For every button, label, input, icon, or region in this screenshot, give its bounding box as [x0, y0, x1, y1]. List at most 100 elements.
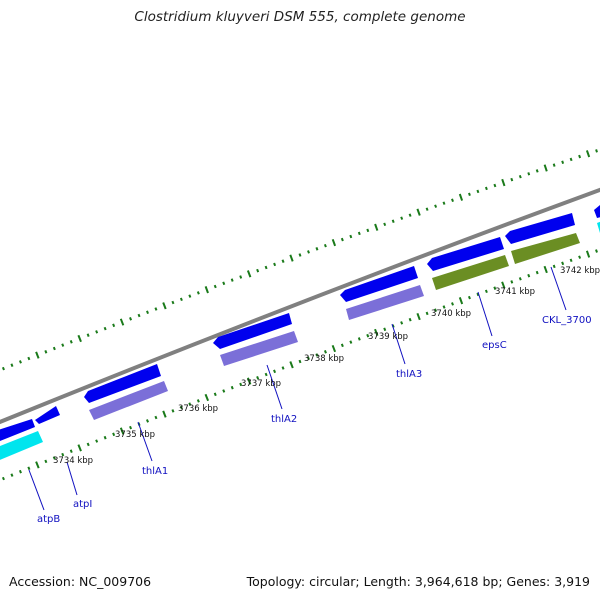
gc-tick — [44, 459, 48, 464]
gene-feature[interactable] — [84, 364, 161, 403]
gc-tick — [196, 291, 200, 295]
gene-label-atpI[interactable]: atpI — [73, 499, 92, 510]
kbp-label: 3734 kbp — [53, 456, 93, 466]
gc-tick — [129, 425, 133, 430]
gc-tick — [264, 265, 268, 270]
gc-tick — [349, 340, 353, 344]
gc-tick — [518, 277, 522, 281]
gene-label-CKL_3700[interactable]: CKL_3700 — [542, 315, 592, 326]
gc-tick — [298, 253, 302, 257]
gc-tick — [246, 270, 252, 278]
gc-tick — [171, 409, 175, 413]
gene-label-atpB[interactable]: atpB — [37, 514, 60, 525]
gene-label-thlA3[interactable]: thlA3 — [396, 369, 422, 380]
gc-tick — [239, 275, 243, 279]
gc-tick — [119, 427, 125, 435]
gc-tick — [331, 344, 337, 353]
gc-tick — [357, 231, 361, 236]
gc-tick — [273, 369, 277, 374]
gc-tick — [552, 264, 556, 269]
gc-tick — [95, 439, 99, 443]
gene-feature[interactable] — [213, 313, 292, 349]
gc-tick — [77, 334, 82, 343]
gc-tick — [458, 297, 464, 305]
gc-tick — [331, 238, 337, 247]
gene-feature[interactable] — [0, 419, 35, 443]
gc-tick — [510, 280, 514, 284]
gene-feature[interactable] — [427, 237, 504, 271]
gc-tick — [518, 174, 522, 179]
gc-tick — [154, 415, 158, 420]
kbp-label: 3738 kbp — [304, 354, 344, 364]
gc-tick — [289, 254, 294, 262]
gc-tick — [246, 377, 252, 385]
gc-tick — [306, 356, 310, 361]
gc-tick — [35, 461, 40, 469]
gc-tick — [442, 201, 446, 205]
gc-tick — [315, 353, 319, 357]
gc-tick — [35, 351, 40, 359]
gc-tick — [61, 343, 65, 347]
gc-tick — [366, 228, 370, 233]
label-leader-lines — [28, 266, 567, 511]
gc-tick — [188, 402, 192, 406]
gene-feature[interactable] — [0, 431, 43, 462]
gene-feature[interactable] — [340, 266, 418, 302]
gc-tick — [425, 207, 429, 211]
gc-tick — [222, 281, 226, 286]
gene-feature[interactable] — [432, 255, 509, 290]
gc-tick — [408, 317, 412, 322]
gene-feature[interactable] — [35, 406, 60, 424]
gene-label-thlA2[interactable]: thlA2 — [271, 414, 297, 425]
gene-feature[interactable] — [505, 213, 575, 244]
gc-tick — [416, 208, 421, 216]
gc-tick — [298, 359, 302, 364]
gc-tick — [543, 164, 548, 172]
gc-tick — [458, 193, 464, 201]
gc-tick — [179, 405, 183, 410]
gc-tick — [585, 150, 591, 158]
kbp-label: 3736 kbp — [178, 404, 218, 414]
gc-tick — [569, 258, 573, 263]
reverse-strand-genes — [0, 220, 600, 462]
gene-feature[interactable] — [511, 233, 580, 264]
gc-tick — [585, 250, 591, 258]
gene-feature[interactable] — [89, 381, 168, 420]
inner-tick-track — [1, 249, 598, 481]
gc-tick — [230, 385, 234, 390]
outer-tick-track — [1, 149, 598, 371]
gc-tick — [434, 308, 438, 312]
gc-tick — [289, 361, 294, 369]
gc-tick — [69, 449, 73, 453]
gc-tick — [27, 356, 31, 361]
gene-label-thlA1[interactable]: thlA1 — [142, 466, 168, 477]
gc-tick — [425, 311, 429, 316]
forward-strand-genes — [0, 205, 600, 443]
gc-tick — [383, 327, 387, 332]
gene-feature[interactable] — [220, 331, 298, 366]
gc-tick — [535, 169, 539, 173]
gc-tick — [95, 330, 99, 334]
gene-feature[interactable] — [597, 220, 600, 233]
gc-tick — [501, 178, 506, 187]
gc-tick — [204, 393, 210, 402]
kbp-label: 3735 kbp — [115, 430, 155, 440]
gc-tick — [349, 234, 353, 239]
gc-tick — [27, 466, 31, 471]
map-title: Clostridium kluyveri DSM 555, complete g… — [134, 9, 466, 25]
gc-tick — [204, 286, 209, 294]
gc-tick — [323, 350, 327, 354]
gc-tick — [222, 389, 226, 393]
gene-feature[interactable] — [594, 205, 600, 218]
gc-tick — [171, 300, 175, 305]
gene-feature[interactable] — [346, 285, 424, 320]
gc-tick — [281, 259, 285, 263]
gc-tick — [52, 456, 56, 460]
gc-tick — [61, 452, 65, 457]
gc-tick — [366, 333, 370, 338]
gc-tick — [493, 286, 497, 290]
gc-tick — [374, 328, 379, 337]
gene-label-epsC[interactable]: epsC — [482, 340, 507, 351]
gc-tick — [493, 183, 497, 188]
gc-tick — [129, 317, 133, 321]
